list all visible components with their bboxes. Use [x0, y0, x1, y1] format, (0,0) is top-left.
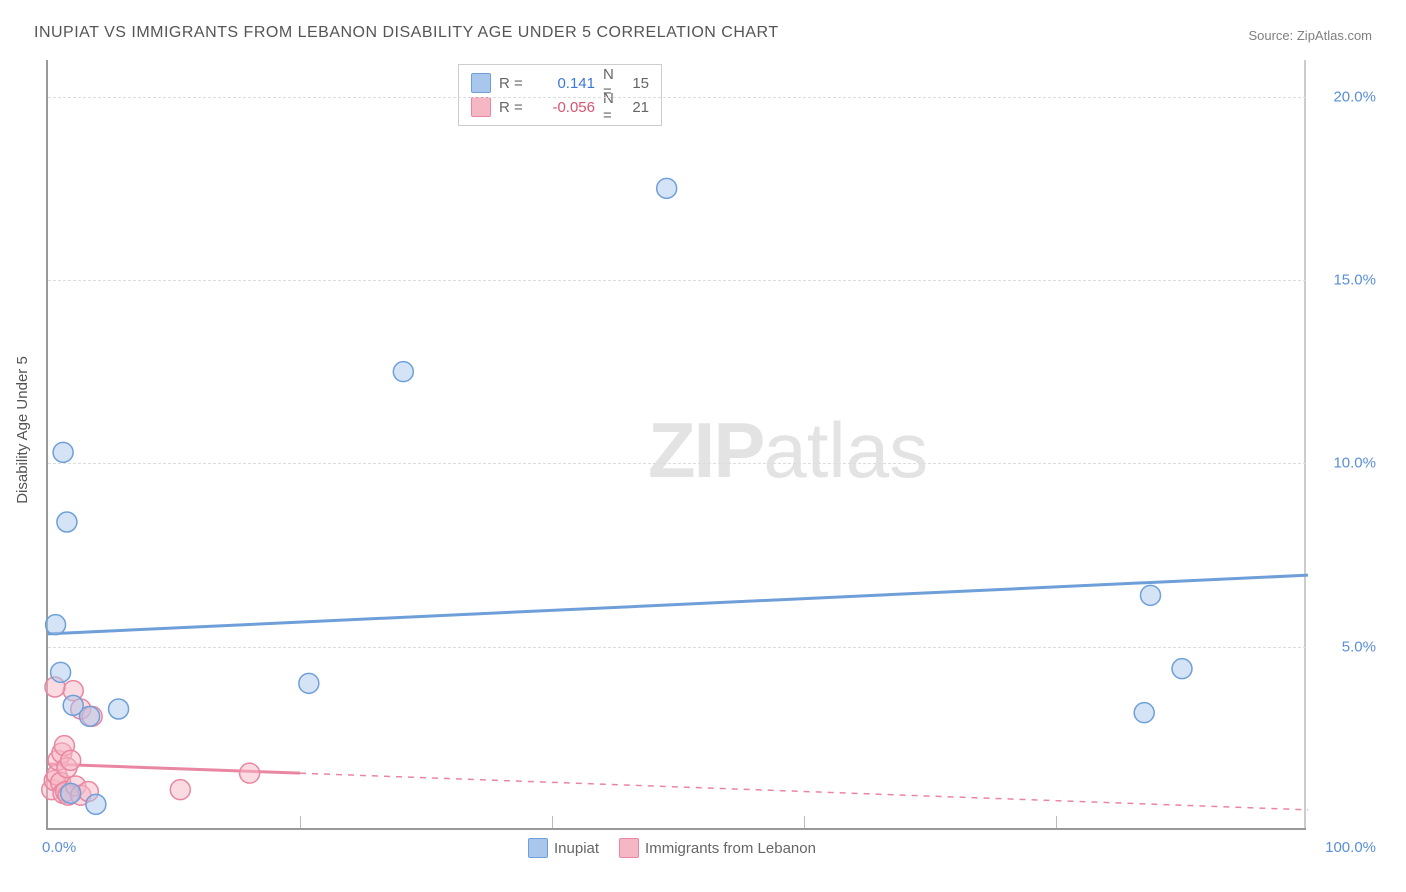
regression-line-lebanon: [48, 764, 300, 773]
legend-r-label: R =: [499, 99, 527, 116]
legend-label: Inupiat: [554, 840, 599, 857]
y-tick-label: 15.0%: [1316, 272, 1376, 289]
x-tick-mark: [552, 816, 553, 828]
regression-dash-lebanon: [300, 773, 1308, 810]
data-point-lebanon: [170, 780, 190, 800]
gridline-h: [48, 97, 1306, 98]
x-tick-label: 0.0%: [42, 839, 76, 856]
y-tick-label: 10.0%: [1316, 455, 1376, 472]
legend-swatch: [471, 97, 491, 117]
data-point-inupiat: [51, 662, 71, 682]
data-point-inupiat: [46, 615, 66, 635]
series-legend: Inupiat Immigrants from Lebanon: [528, 838, 816, 858]
y-tick-label: 20.0%: [1316, 88, 1376, 105]
gridline-h: [48, 463, 1306, 464]
source-attribution: Source: ZipAtlas.com: [1248, 28, 1372, 43]
gridline-h: [48, 647, 1306, 648]
x-tick-label: 100.0%: [1325, 839, 1376, 856]
data-point-inupiat: [53, 442, 73, 462]
plot-svg: [48, 60, 1308, 830]
legend-swatch: [471, 73, 491, 93]
legend-swatch: [528, 838, 548, 858]
legend-swatch: [619, 838, 639, 858]
legend-n-value: 15: [625, 75, 649, 92]
gridline-h: [48, 280, 1306, 281]
correlation-legend: R =0.141N =15R =-0.056N =21: [458, 64, 662, 126]
x-tick-mark: [804, 816, 805, 828]
legend-item: Inupiat: [528, 838, 599, 858]
legend-n-label: N =: [603, 90, 617, 124]
data-point-inupiat: [57, 512, 77, 532]
plot-area: ZIPatlas R =0.141N =15R =-0.056N =21 Inu…: [46, 60, 1306, 830]
legend-label: Immigrants from Lebanon: [645, 840, 816, 857]
data-point-inupiat: [299, 673, 319, 693]
y-tick-label: 5.0%: [1316, 638, 1376, 655]
legend-r-value: -0.056: [535, 99, 595, 116]
data-point-lebanon: [61, 750, 81, 770]
data-point-inupiat: [86, 794, 106, 814]
data-point-lebanon: [240, 763, 260, 783]
y-axis-label: Disability Age Under 5: [14, 356, 31, 504]
data-point-inupiat: [109, 699, 129, 719]
legend-item: Immigrants from Lebanon: [619, 838, 816, 858]
chart-title: INUPIAT VS IMMIGRANTS FROM LEBANON DISAB…: [34, 24, 779, 42]
data-point-inupiat: [1172, 659, 1192, 679]
data-point-inupiat: [80, 706, 100, 726]
data-point-inupiat: [393, 362, 413, 382]
legend-row: R =0.141N =15: [471, 71, 649, 95]
regression-line-inupiat: [48, 575, 1308, 634]
data-point-inupiat: [61, 783, 81, 803]
legend-r-label: R =: [499, 75, 527, 92]
data-point-inupiat: [1141, 585, 1161, 605]
legend-n-value: 21: [625, 99, 649, 116]
x-tick-mark: [300, 816, 301, 828]
x-tick-mark: [1056, 816, 1057, 828]
legend-r-value: 0.141: [535, 75, 595, 92]
data-point-inupiat: [657, 178, 677, 198]
data-point-inupiat: [1134, 703, 1154, 723]
legend-row: R =-0.056N =21: [471, 95, 649, 119]
